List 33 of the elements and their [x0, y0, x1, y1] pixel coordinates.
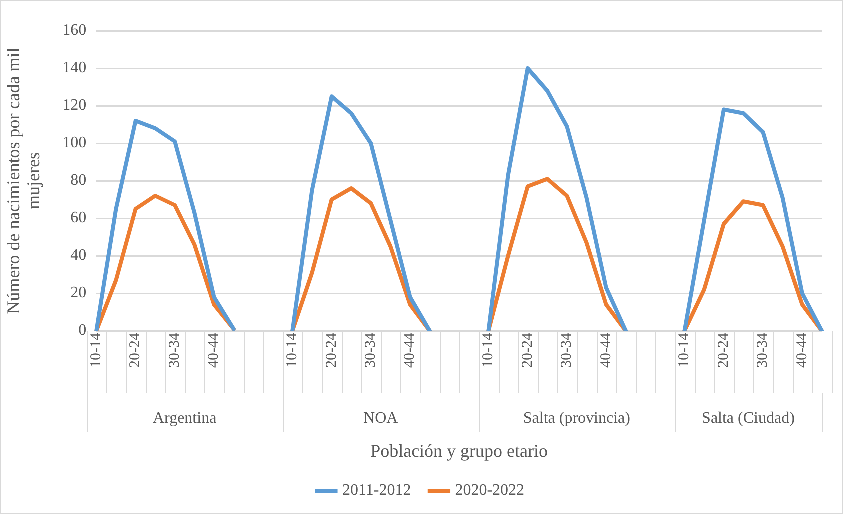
x-tick-label: 40-44 — [402, 332, 418, 368]
x-tick-label: 30-34 — [559, 332, 576, 368]
x-tick-label: 20-24 — [324, 332, 340, 368]
x-tick-label: 30-34 — [166, 332, 183, 368]
y-tick-label: 100 — [62, 134, 87, 152]
x-tick-label: 20-24 — [520, 332, 536, 368]
legend-label: 2020-2022 — [455, 482, 525, 500]
y-tick-label: 140 — [62, 60, 87, 77]
x-tick-label: 10-14 — [284, 332, 301, 368]
x-tick-label: 30-34 — [755, 332, 772, 368]
x-tick-label: 20-24 — [128, 332, 144, 368]
y-tick-label: 40 — [70, 247, 87, 264]
x-tick-label: 10-14 — [88, 332, 105, 368]
y-tick-label: 80 — [70, 172, 87, 190]
y-axis-title: Número de nacimientos por cada mil mujeres — [4, 48, 44, 314]
text: NOA — [364, 410, 399, 428]
y-tick-label: 60 — [70, 210, 87, 227]
x-tick-label: 40-44 — [598, 332, 614, 368]
y-tick-label: 160 — [62, 22, 87, 40]
x-tick-label: 10-14 — [480, 332, 497, 368]
text: Salta (Ciudad) — [702, 410, 795, 428]
x-tick-label: 10-14 — [676, 332, 693, 368]
x-tick-label: 40-44 — [794, 332, 810, 368]
y-tick-label: 0 — [78, 322, 87, 340]
x-axis-title: Población y grupo etario — [370, 440, 548, 461]
x-tick-label: 40-44 — [206, 332, 222, 368]
legend-label: 2011-2012 — [342, 482, 412, 500]
text: Argentina — [152, 410, 217, 428]
y-tick-label: 120 — [62, 97, 87, 114]
x-tick-label: 20-24 — [716, 332, 732, 368]
x-tick-label: 30-34 — [363, 332, 380, 368]
y-tick-label: 20 — [70, 284, 87, 302]
text: Salta (provincia) — [523, 410, 630, 428]
